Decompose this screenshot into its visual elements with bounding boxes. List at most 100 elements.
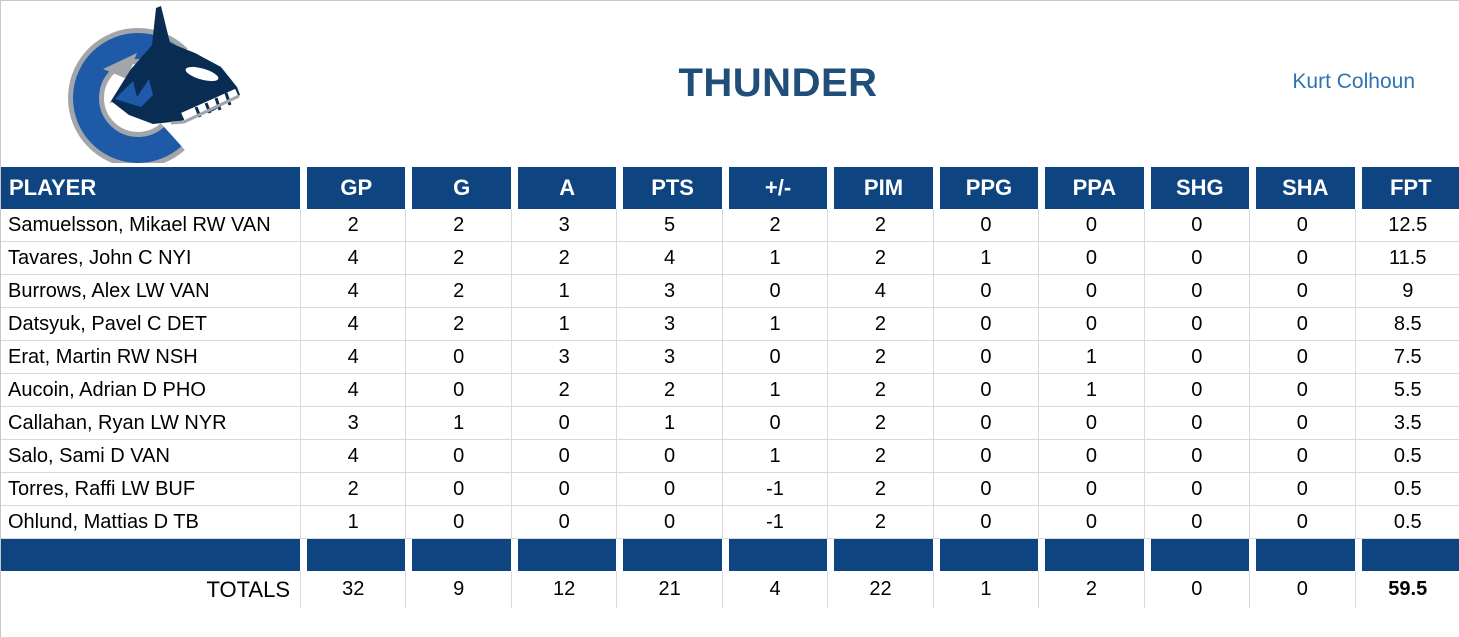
table-row-8: Salo, Sami D VAN 4 0 0 0 1 2 0 0 0 0 0.5 — [1, 440, 1459, 473]
cell-shg: 0 — [1143, 275, 1250, 308]
cell-g: 0 — [405, 473, 511, 506]
cell-ppg: 0 — [932, 407, 1039, 440]
table-row-5: Erat, Martin RW NSH 4 0 3 3 0 2 0 1 0 0 7.5 — [1, 341, 1459, 374]
player-stats-table: PLAYER GP G A PTS +/- PIM PPG PPA SHG SHA FPT Samue… — [1, 167, 1459, 608]
total-pts: 21 — [616, 571, 722, 608]
cell-ppg: 0 — [932, 473, 1039, 506]
team-name-title: THUNDER — [678, 61, 878, 105]
table-row-9: Torres, Raffi LW BUF 2 0 0 0 -1 2 0 0 0 0 0.5 — [1, 473, 1459, 506]
spacer-cell-ppa — [1038, 539, 1144, 571]
cell-ppa: 0 — [1038, 407, 1144, 440]
spacer-cell-player — [1, 539, 300, 571]
spacer-cell-plus-minus — [721, 539, 828, 571]
cell-plus-minus: 1 — [721, 242, 828, 275]
cell-a: 0 — [510, 407, 617, 440]
total-plus-minus: 4 — [721, 571, 828, 608]
cell-ppg: 0 — [932, 209, 1039, 242]
spacer-cell-pts — [616, 539, 722, 571]
table-row-3: Burrows, Alex LW VAN 4 2 1 3 0 4 0 0 0 0 9 — [1, 275, 1459, 308]
table-row-10: Ohlund, Mattias D TB 1 0 0 0 -1 2 0 0 0 0 0.5 — [1, 506, 1459, 539]
cell-pts: 0 — [616, 473, 722, 506]
cell-ppg: 0 — [932, 308, 1039, 341]
spacer-cell-ppg — [932, 539, 1039, 571]
cell-ppg: 0 — [932, 506, 1039, 539]
cell-pts: 3 — [616, 275, 722, 308]
cell-gp: 1 — [300, 506, 406, 539]
cell-pts: 2 — [616, 374, 722, 407]
cell-plus-minus: 0 — [721, 341, 828, 374]
cell-player: Callahan, Ryan LW NYR — [1, 407, 300, 440]
cell-ppa: 0 — [1038, 275, 1144, 308]
cell-ppa: 1 — [1038, 374, 1144, 407]
cell-ppa: 0 — [1038, 209, 1144, 242]
spacer-cell-fpt — [1354, 539, 1459, 571]
spacer-row — [1, 539, 1459, 571]
cell-plus-minus: 1 — [721, 440, 828, 473]
cell-a: 1 — [510, 308, 617, 341]
column-header-a: A — [510, 167, 617, 209]
total-pim: 22 — [827, 571, 933, 608]
cell-pim: 2 — [827, 341, 933, 374]
cell-player: Torres, Raffi LW BUF — [1, 473, 300, 506]
cell-gp: 4 — [300, 308, 406, 341]
cell-fpt: 12.5 — [1354, 209, 1459, 242]
cell-ppa: 0 — [1038, 242, 1144, 275]
cell-g: 2 — [405, 209, 511, 242]
cell-plus-minus: -1 — [721, 506, 828, 539]
cell-gp: 4 — [300, 341, 406, 374]
cell-shg: 0 — [1143, 440, 1250, 473]
cell-shg: 0 — [1143, 407, 1250, 440]
spacer-cell-shg — [1143, 539, 1250, 571]
cell-ppa: 0 — [1038, 440, 1144, 473]
cell-fpt: 5.5 — [1354, 374, 1459, 407]
cell-plus-minus: 0 — [721, 407, 828, 440]
totals-label: TOTALS — [1, 571, 300, 608]
column-header-ppa: PPA — [1038, 167, 1144, 209]
cell-pim: 2 — [827, 242, 933, 275]
cell-a: 2 — [510, 374, 617, 407]
cell-player: Samuelsson, Mikael RW VAN — [1, 209, 300, 242]
cell-g: 2 — [405, 275, 511, 308]
column-header-player: PLAYER — [1, 167, 300, 209]
total-a: 12 — [510, 571, 617, 608]
cell-a: 3 — [510, 341, 617, 374]
cell-plus-minus: 2 — [721, 209, 828, 242]
cell-pts: 0 — [616, 440, 722, 473]
cell-player: Ohlund, Mattias D TB — [1, 506, 300, 539]
cell-ppg: 0 — [932, 374, 1039, 407]
cell-sha: 0 — [1249, 242, 1355, 275]
table-row-2: Tavares, John C NYI 4 2 2 4 1 2 1 0 0 0 11.5 — [1, 242, 1459, 275]
spacer-cell-pim — [827, 539, 933, 571]
cell-fpt: 0.5 — [1354, 473, 1459, 506]
cell-sha: 0 — [1249, 374, 1355, 407]
cell-plus-minus: 1 — [721, 308, 828, 341]
total-sha: 0 — [1249, 571, 1355, 608]
cell-ppa: 0 — [1038, 506, 1144, 539]
cell-g: 1 — [405, 407, 511, 440]
cell-player: Aucoin, Adrian D PHO — [1, 374, 300, 407]
spacer-cell-a — [510, 539, 617, 571]
cell-player: Datsyuk, Pavel C DET — [1, 308, 300, 341]
cell-a: 1 — [510, 275, 617, 308]
table-row-7: Callahan, Ryan LW NYR 3 1 0 1 0 2 0 0 0 0 3.5 — [1, 407, 1459, 440]
cell-fpt: 8.5 — [1354, 308, 1459, 341]
cell-sha: 0 — [1249, 308, 1355, 341]
spacer-cell-g — [405, 539, 511, 571]
cell-plus-minus: 1 — [721, 374, 828, 407]
cell-pim: 2 — [827, 374, 933, 407]
spacer-cell-sha — [1249, 539, 1355, 571]
cell-gp: 3 — [300, 407, 406, 440]
column-header-shg: SHG — [1143, 167, 1250, 209]
cell-gp: 2 — [300, 473, 406, 506]
column-header-row: PLAYER GP G A PTS +/- PIM PPG PPA SHG SHA FPT — [1, 167, 1459, 209]
spacer-cell-gp — [300, 539, 406, 571]
cell-pim: 2 — [827, 506, 933, 539]
table-row-6: Aucoin, Adrian D PHO 4 0 2 2 1 2 0 1 0 0 5.5 — [1, 374, 1459, 407]
column-header-fpt: FPT — [1354, 167, 1459, 209]
column-header-gp: GP — [300, 167, 406, 209]
cell-g: 0 — [405, 341, 511, 374]
column-header-sha: SHA — [1249, 167, 1355, 209]
cell-ppa: 0 — [1038, 473, 1144, 506]
cell-fpt: 9 — [1354, 275, 1459, 308]
